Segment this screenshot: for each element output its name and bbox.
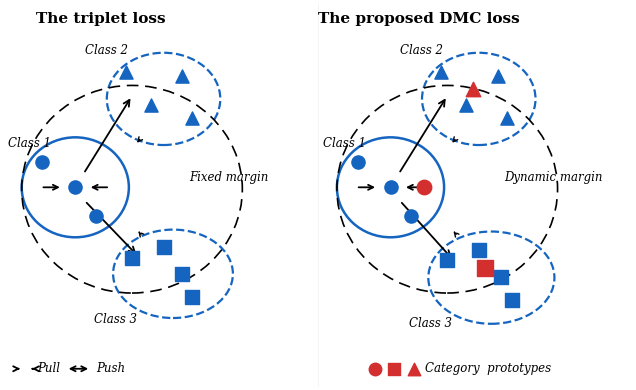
Text: Class 3: Class 3 [94,314,137,326]
Text: Dynamic margin: Dynamic margin [504,171,602,184]
Point [38,159,48,165]
Point [468,86,478,92]
Point [474,246,484,253]
Text: Class 2: Class 2 [85,44,128,57]
Point [495,273,506,280]
Text: Fixed margin: Fixed margin [189,171,268,184]
Point [442,257,452,264]
Point [177,271,188,277]
Text: Pull: Pull [38,362,60,375]
Text: Push: Push [96,362,125,375]
Point [91,213,101,219]
Text: Class 1: Class 1 [323,136,366,150]
Point [187,115,197,121]
Point [436,69,446,75]
Point [507,296,517,303]
Text: Class 1: Class 1 [8,136,51,150]
Point [352,159,363,165]
Point [370,366,380,372]
Point [177,73,188,79]
Text: Class 3: Class 3 [410,317,452,330]
Point [409,366,419,372]
Text: Category  prototypes: Category prototypes [425,362,551,375]
Point [127,255,137,262]
Point [121,69,131,75]
Point [493,73,503,79]
Point [480,265,490,271]
Point [187,294,197,300]
Point [146,101,156,108]
Text: Class 2: Class 2 [400,44,443,57]
Point [389,366,399,372]
Point [461,101,471,108]
Point [70,184,80,190]
Text: The triplet loss: The triplet loss [36,12,165,27]
Point [158,244,169,250]
Text: The proposed DMC loss: The proposed DMC loss [318,12,520,27]
Point [419,184,429,190]
Point [385,184,396,190]
Point [406,213,417,219]
Point [502,115,512,121]
